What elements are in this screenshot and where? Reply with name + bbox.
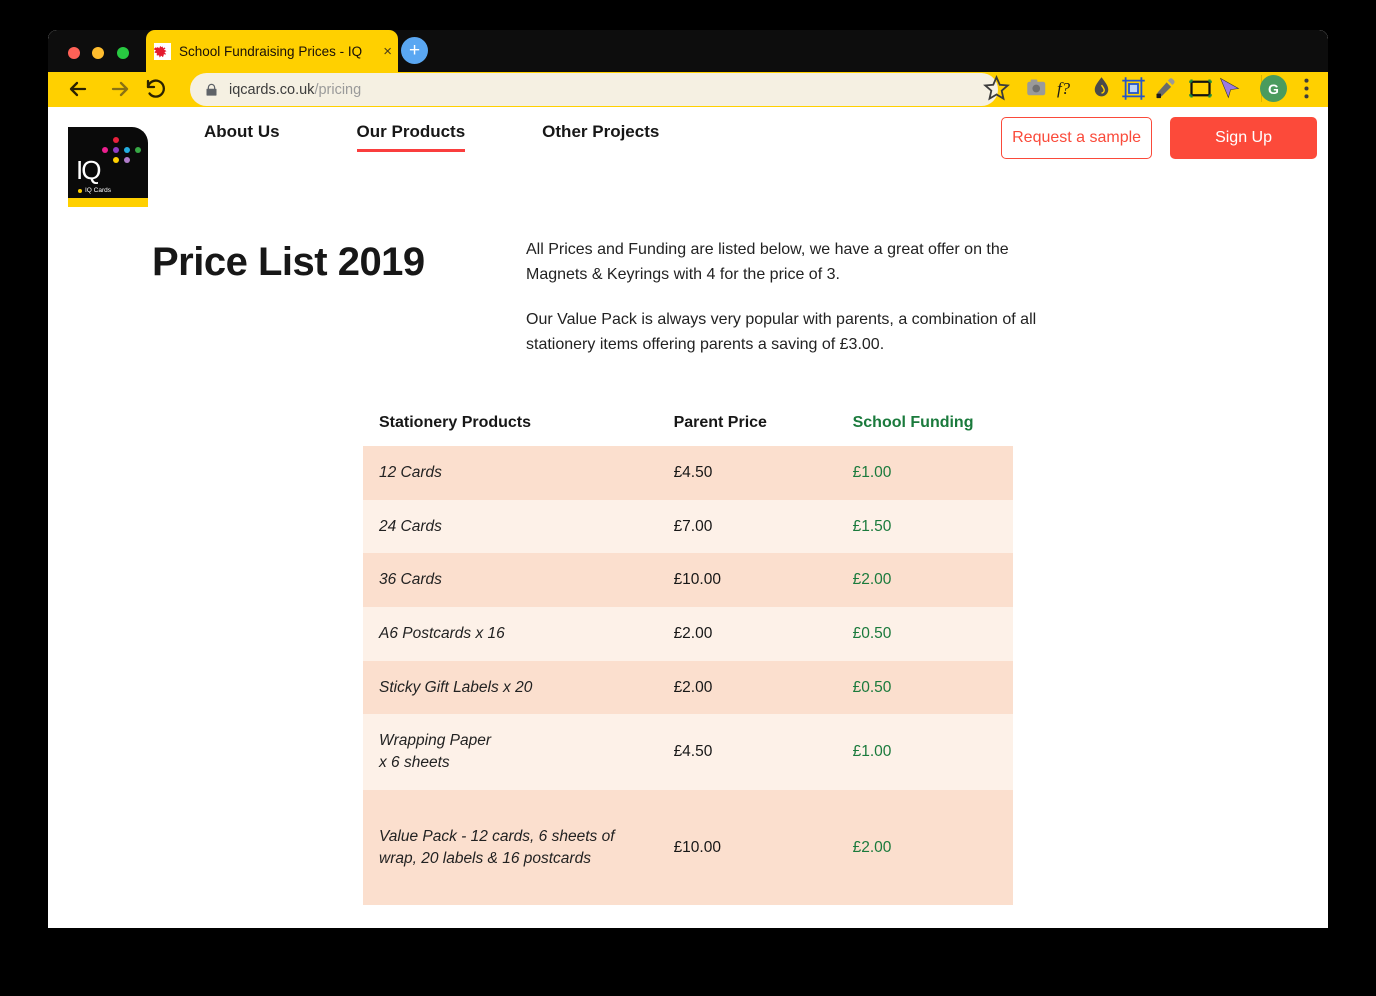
svg-text:f?: f?	[1057, 79, 1071, 98]
